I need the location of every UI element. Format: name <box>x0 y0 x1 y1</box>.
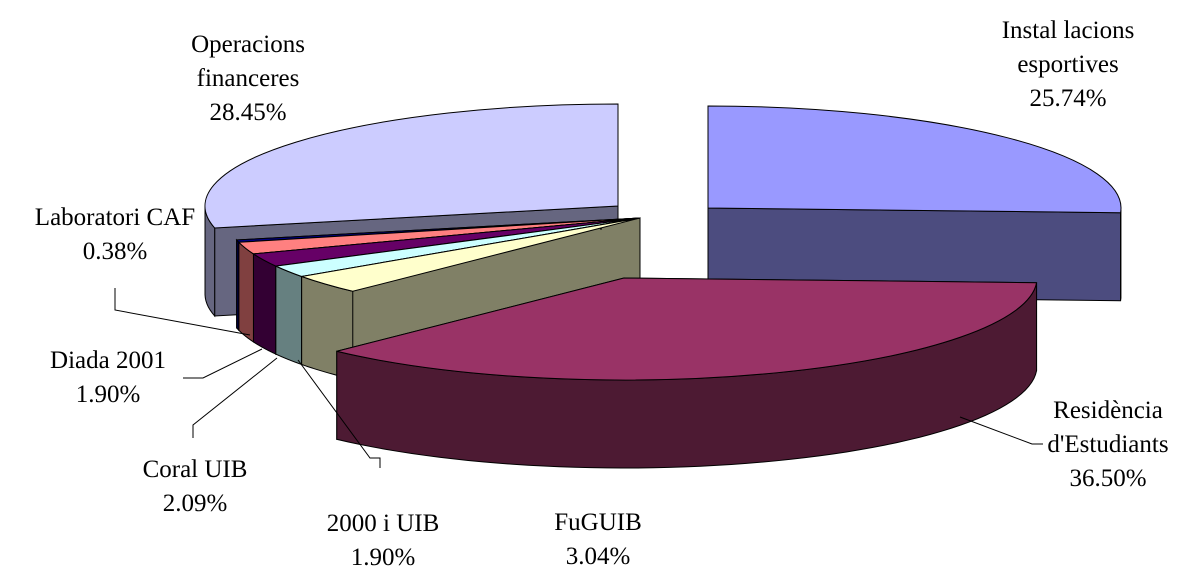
pie-slice <box>707 105 1122 302</box>
slice-label-name: d'Estudiants <box>1047 431 1168 458</box>
slice-label-value: 28.45% <box>209 99 286 126</box>
leader-line <box>192 357 278 438</box>
leader-line <box>297 359 381 468</box>
slice-label-name: 2000 i UIB <box>327 510 440 537</box>
slice-label-name: Diada 2001 <box>50 347 166 374</box>
slice-label: Diada 2001 1.90% <box>50 347 166 408</box>
leader-line <box>959 416 1043 445</box>
slice-label-value: 0.38% <box>83 238 148 265</box>
slice-label-name: esportives <box>1017 51 1118 78</box>
pie-slices <box>204 103 1122 469</box>
slice-label: Instal lacions esportives 25.74% <box>1002 17 1135 112</box>
slice-label-name: Residència <box>1053 397 1163 424</box>
slice-outer-wall <box>238 241 254 343</box>
slice-label-value: 3.04% <box>566 543 631 570</box>
slice-labels: Instal lacions esportives 25.74% Residència… <box>35 17 1169 571</box>
slice-outer-wall <box>252 253 277 355</box>
slice-label: Coral UIB 2.09% <box>143 456 248 517</box>
leader-lines <box>114 228 1043 468</box>
slice-label-name: Coral UIB <box>143 456 248 483</box>
slice-top-face <box>707 105 1122 214</box>
slice-label-value: 25.74% <box>1029 85 1106 112</box>
slice-top-face <box>299 217 641 292</box>
slice-label-name: financeres <box>197 65 300 92</box>
slice-label: Operacions financeres 28.45% <box>191 31 305 126</box>
slice-label-name: Laboratori CAF <box>35 204 195 231</box>
slice-label: Laboratori CAF 0.38% <box>35 204 195 265</box>
pie-slice <box>336 277 1038 469</box>
slice-label-name: Operacions <box>191 31 305 58</box>
slice-label-value: 36.50% <box>1069 465 1146 492</box>
slice-top-face <box>204 103 619 229</box>
slice-label-value: 1.90% <box>76 381 141 408</box>
leader-line <box>183 348 263 379</box>
leader-line <box>114 288 251 336</box>
slice-label-value: 1.90% <box>351 544 416 571</box>
slice-label: FuGUIB 3.04% <box>554 509 642 570</box>
slice-label-name: Instal lacions <box>1002 17 1135 44</box>
slice-outer-wall <box>275 265 303 366</box>
slice-label: 2000 i UIB 1.90% <box>327 510 440 571</box>
slice-label-value: 2.09% <box>163 490 228 517</box>
slice-top-face <box>336 277 1038 381</box>
slice-label-name: FuGUIB <box>554 509 642 536</box>
slice-label: Residència d'Estudiants 36.50% <box>1047 397 1168 492</box>
